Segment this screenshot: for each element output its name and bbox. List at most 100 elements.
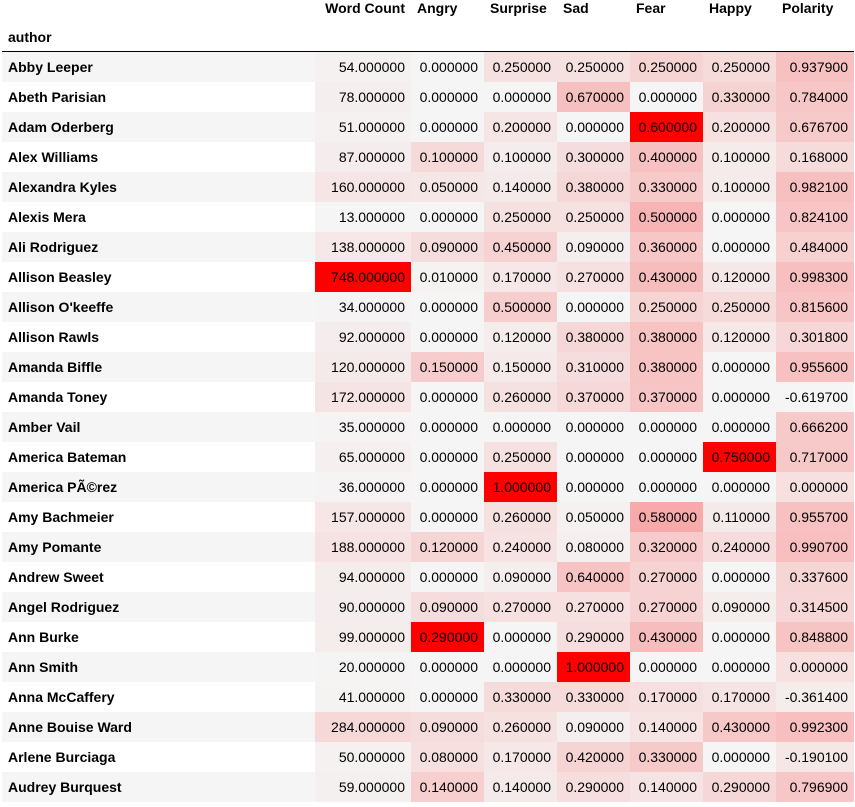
- cell-happy: 0.120000: [703, 321, 776, 352]
- cell-fear: 0.580000: [630, 501, 703, 532]
- cell-fear: 0.250000: [630, 291, 703, 322]
- blank-corner-cell: [2, 0, 315, 22]
- cell-surprise: 0.000000: [484, 621, 557, 652]
- column-header-sad: Sad: [563, 0, 589, 16]
- table-row: Anna McCaffery 41.000000 0.000000 0.330000 0…: [2, 681, 854, 712]
- cell-happy: 0.110000: [703, 501, 776, 532]
- row-author-label: Adam Oderberg: [8, 118, 114, 135]
- table-row: Anne Bouise Ward 284.000000 0.090000 0.2600…: [2, 711, 854, 742]
- cell-happy: 0.000000: [703, 381, 776, 412]
- cell-word-count: 160.000000: [315, 171, 411, 202]
- cell-angry: 0.000000: [411, 201, 484, 232]
- cell-surprise: 0.000000: [484, 651, 557, 682]
- cell-surprise: 0.140000: [484, 171, 557, 202]
- row-author-label: Anna McCaffery: [8, 688, 115, 705]
- cell-angry: 0.090000: [411, 711, 484, 742]
- cell-fear: 0.000000: [630, 441, 703, 472]
- table-row: Audrey Burquest 59.000000 0.140000 0.140000…: [2, 771, 854, 802]
- cell-surprise: 0.260000: [484, 501, 557, 532]
- cell-polarity: 0.484000: [776, 231, 854, 262]
- cell-happy: 0.100000: [703, 141, 776, 172]
- cell-surprise: 0.450000: [484, 231, 557, 262]
- cell-sad: 0.640000: [557, 561, 630, 592]
- cell-fear: 0.270000: [630, 591, 703, 622]
- cell-polarity: 0.784000: [776, 81, 854, 112]
- cell-sad: 0.000000: [557, 411, 630, 442]
- cell-surprise: 0.120000: [484, 321, 557, 352]
- row-author-label: Amanda Biffle: [8, 358, 103, 375]
- cell-word-count: 41.000000: [315, 681, 411, 712]
- row-author-label: Andrew Sweet: [8, 568, 104, 585]
- cell-sad: 0.380000: [557, 171, 630, 202]
- table-row: Amy Bachmeier 157.000000 0.000000 0.260000 0…: [2, 501, 854, 532]
- cell-angry: 0.120000: [411, 531, 484, 562]
- cell-word-count: 50.000000: [315, 741, 411, 772]
- cell-polarity: 0.717000: [776, 441, 854, 472]
- cell-word-count: 748.000000: [315, 261, 411, 292]
- cell-polarity: 0.824100: [776, 201, 854, 232]
- cell-angry: 0.050000: [411, 171, 484, 202]
- cell-sad: 0.000000: [557, 291, 630, 322]
- column-header-happy: Happy: [709, 0, 752, 16]
- cell-angry: 0.000000: [411, 81, 484, 112]
- cell-fear: 0.000000: [630, 81, 703, 112]
- cell-word-count: 99.000000: [315, 621, 411, 652]
- cell-fear: 0.320000: [630, 531, 703, 562]
- cell-angry: 0.090000: [411, 231, 484, 262]
- cell-polarity: 0.000000: [776, 471, 854, 502]
- index-name-row: author: [2, 22, 854, 52]
- cell-angry: 0.000000: [411, 681, 484, 712]
- row-author-label: Amy Pomante: [8, 538, 102, 555]
- cell-happy: 0.170000: [703, 681, 776, 712]
- index-blank-cell: [315, 22, 411, 52]
- cell-polarity: 0.955700: [776, 501, 854, 532]
- cell-word-count: 172.000000: [315, 381, 411, 412]
- column-header-fear: Fear: [636, 0, 666, 16]
- cell-polarity: 0.666200: [776, 411, 854, 442]
- cell-angry: 0.000000: [411, 291, 484, 322]
- index-name-header: author: [2, 22, 315, 52]
- cell-sad: 1.000000: [557, 651, 630, 682]
- cell-surprise: 0.260000: [484, 711, 557, 742]
- row-author-label: Allison Beasley: [8, 268, 112, 285]
- cell-happy: 0.330000: [703, 81, 776, 112]
- table-row: Adam Oderberg 51.000000 0.000000 0.200000 0.…: [2, 111, 854, 142]
- cell-surprise: 0.170000: [484, 261, 557, 292]
- cell-surprise: 0.140000: [484, 771, 557, 802]
- table-header: Word Count Angry Surprise Sad Fear Happy…: [2, 0, 854, 52]
- row-author-label: Allison O'keeffe: [8, 298, 114, 315]
- table-row: Abby Leeper 54.000000 0.000000 0.250000 0.25…: [2, 51, 854, 82]
- row-author-label: Allison Rawls: [8, 328, 100, 345]
- cell-fear: 0.400000: [630, 141, 703, 172]
- cell-word-count: 54.000000: [315, 51, 411, 82]
- cell-fear: 0.600000: [630, 111, 703, 142]
- cell-fear: 0.000000: [630, 411, 703, 442]
- cell-polarity: 0.301800: [776, 321, 854, 352]
- cell-angry: 0.000000: [411, 411, 484, 442]
- cell-word-count: 13.000000: [315, 201, 411, 232]
- table-row: Amanda Biffle 120.000000 0.150000 0.150000 0…: [2, 351, 854, 382]
- cell-word-count: 92.000000: [315, 321, 411, 352]
- cell-fear: 0.430000: [630, 261, 703, 292]
- table-row: Ali Rodriguez 138.000000 0.090000 0.450000 0…: [2, 231, 854, 262]
- row-author-label: Amber Vail: [8, 418, 81, 435]
- cell-polarity: 0.982100: [776, 171, 854, 202]
- cell-happy: 0.430000: [703, 711, 776, 742]
- table-row: Allison O'keeffe 34.000000 0.000000 0.50000…: [2, 291, 854, 322]
- index-blank-cell: [630, 22, 703, 52]
- cell-surprise: 0.330000: [484, 681, 557, 712]
- table-body: Abby Leeper 54.000000 0.000000 0.250000 0.25…: [2, 51, 854, 802]
- cell-fear: 0.000000: [630, 651, 703, 682]
- cell-fear: 0.140000: [630, 711, 703, 742]
- cell-sad: 0.000000: [557, 441, 630, 472]
- cell-sad: 0.670000: [557, 81, 630, 112]
- row-author-label: Alex Williams: [8, 148, 99, 165]
- cell-angry: 0.010000: [411, 261, 484, 292]
- row-author-label: Ann Smith: [8, 658, 78, 675]
- index-blank-cell: [557, 22, 630, 52]
- cell-angry: 0.000000: [411, 381, 484, 412]
- cell-fear: 0.380000: [630, 321, 703, 352]
- cell-surprise: 0.170000: [484, 741, 557, 772]
- table-row: Ann Burke 99.000000 0.290000 0.000000 0.2900…: [2, 621, 854, 652]
